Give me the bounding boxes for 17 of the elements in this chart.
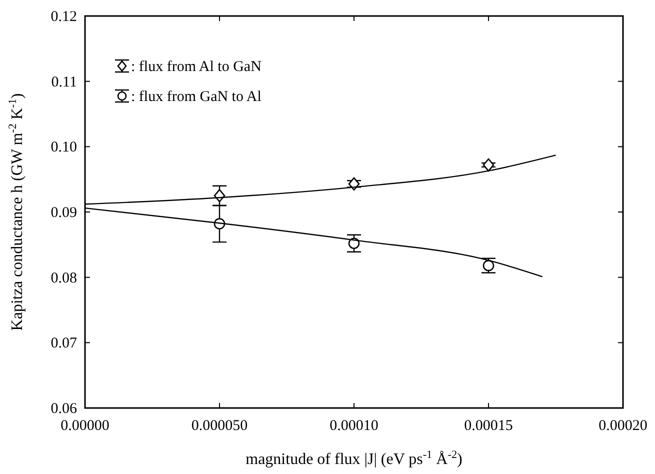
x-tick-label: 0.00020	[598, 418, 648, 434]
x-tick-label: 0.00000	[60, 418, 110, 434]
x-tick-label: 0.00010	[330, 418, 378, 434]
legend-label: : flux from GaN to Al	[131, 89, 262, 105]
y-tick-label: 0.11	[51, 74, 77, 90]
y-tick-label: 0.09	[50, 205, 77, 221]
y-tick-label: 0.12	[50, 9, 77, 25]
y-tick-label: 0.06	[50, 401, 78, 417]
point	[482, 158, 494, 172]
x-axis-title: magnitude of flux |J| (eV ps$^{-1}$ Å$^{-2}$)	[246, 449, 462, 468]
point	[348, 177, 360, 191]
y-tick-label: 0.08	[50, 270, 77, 286]
legend-label: : flux from Al to GaN	[131, 59, 262, 75]
x-tick-label: 0.000050	[191, 418, 248, 434]
x-tick-label: 0.00015	[464, 418, 513, 434]
y-tick-label: 0.10	[50, 140, 77, 156]
y-tick-label: 0.07	[50, 336, 78, 352]
